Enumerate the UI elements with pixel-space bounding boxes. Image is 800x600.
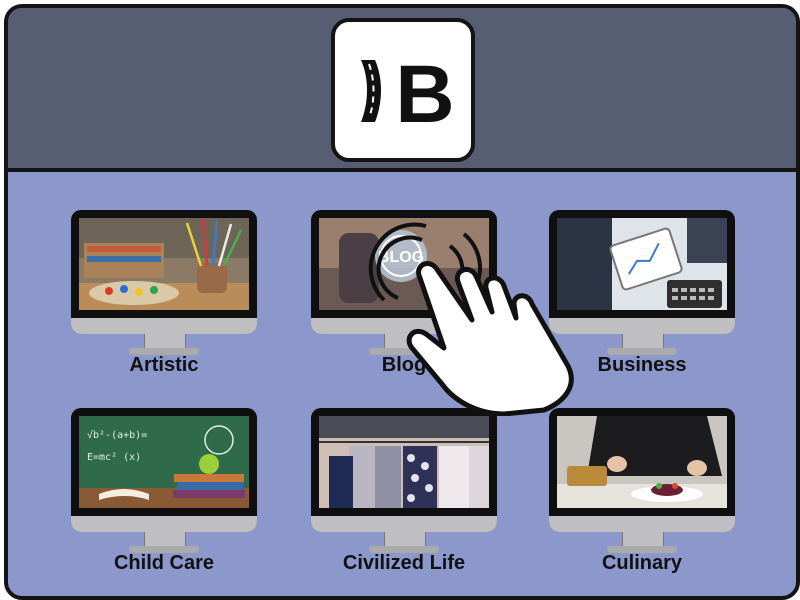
monitor-foot <box>607 348 677 355</box>
header-bar: B <box>8 8 796 172</box>
monitor <box>311 408 497 532</box>
monitor: √b²-(a+b)= E=mc² (x) <box>71 408 257 532</box>
svg-text:E=mc² (x): E=mc² (x) <box>87 452 141 463</box>
monitor-chin <box>71 516 257 532</box>
paint-brushes-image <box>79 218 249 310</box>
B-logo-icon: B <box>361 49 455 140</box>
monitor-stand <box>622 334 664 348</box>
monitor-stand <box>384 532 426 546</box>
category-label: Culinary <box>601 552 683 574</box>
chef-plating-image <box>557 416 727 508</box>
monitor-chin <box>549 516 735 532</box>
logo-button[interactable]: B <box>331 18 475 162</box>
app-frame: B <box>4 4 800 600</box>
tablet-chart-image <box>557 218 727 310</box>
clothing-rack-image <box>319 416 489 508</box>
svg-text:B: B <box>395 49 454 140</box>
chalkboard-apple-image: √b²-(a+b)= E=mc² (x) <box>79 416 249 508</box>
monitor-stand <box>622 532 664 546</box>
monitor-chin <box>549 318 735 334</box>
category-label: Business <box>597 354 687 376</box>
monitor-stand <box>144 532 186 546</box>
svg-text:√b²-(a+b)=: √b²-(a+b)= <box>87 429 147 441</box>
category-label: Child Care <box>113 552 215 574</box>
monitor-stand <box>144 334 186 348</box>
monitor-foot <box>129 546 199 553</box>
category-label: Civilized Life <box>342 552 466 574</box>
monitor-chin <box>71 318 257 334</box>
monitor-foot <box>369 348 439 355</box>
monitor <box>549 408 735 532</box>
monitor-chin <box>311 516 497 532</box>
monitor <box>549 210 735 334</box>
category-label: Blog <box>381 354 427 376</box>
monitor-foot <box>129 348 199 355</box>
monitor-foot <box>369 546 439 553</box>
monitor <box>71 210 257 334</box>
category-label: Artistic <box>129 354 199 376</box>
svg-text:BLOG: BLOG <box>378 249 424 266</box>
pointer-hand-click-icon <box>368 222 574 416</box>
monitor-foot <box>607 546 677 553</box>
